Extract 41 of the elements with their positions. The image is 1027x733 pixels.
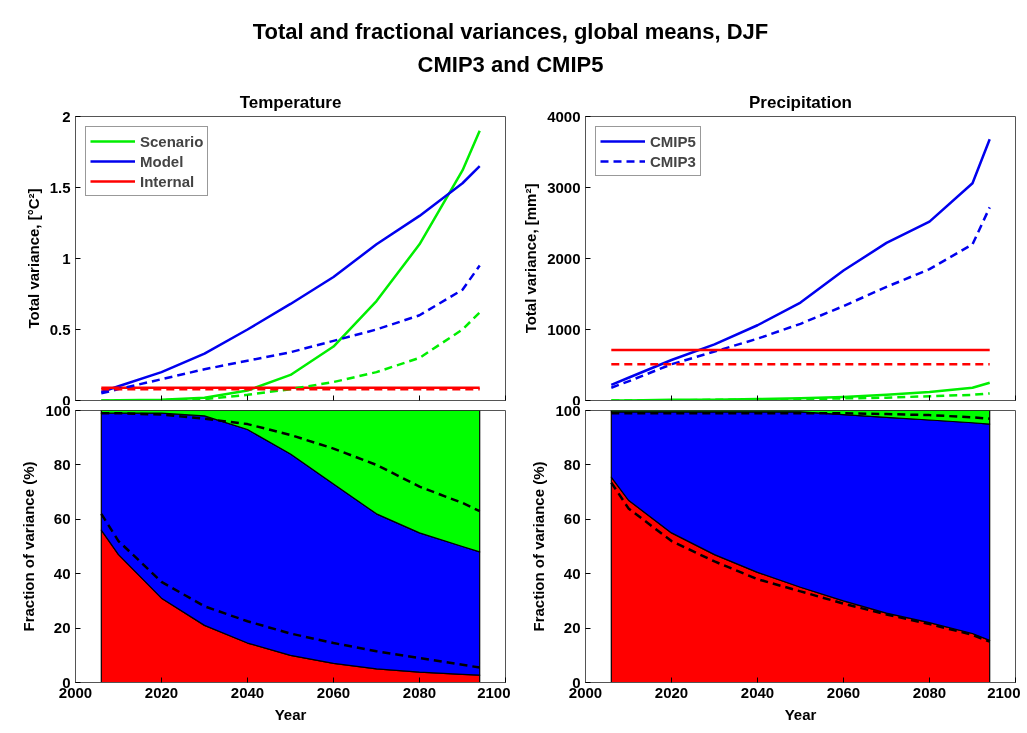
x-tick-label: 2040 — [230, 683, 265, 701]
x-axis-title: Year — [784, 705, 817, 723]
y-axis-title: Total variance, [mm²] — [522, 183, 540, 334]
y-axis-title: Fraction of variance (%) — [530, 461, 548, 632]
legend-label: Model — [140, 152, 184, 170]
y-tick-label: 20 — [563, 619, 581, 637]
x-tick-label: 2060 — [316, 683, 351, 701]
chart-title: Temperature — [239, 92, 342, 112]
y-tick-label: 0.5 — [49, 320, 71, 338]
legend-label: Scenario — [140, 132, 204, 150]
y-tick-label: 40 — [563, 564, 581, 582]
y-tick-label: 80 — [563, 455, 581, 473]
x-tick-label: 2040 — [740, 683, 775, 701]
x-axis-title: Year — [274, 705, 307, 723]
y-axis-title: Fraction of variance (%) — [20, 461, 38, 632]
x-tick-label: 2020 — [654, 683, 689, 701]
y-tick-label: 80 — [53, 455, 71, 473]
y-tick-label: 40 — [53, 564, 71, 582]
y-tick-label: 1000 — [547, 320, 581, 338]
legend-label: CMIP5 — [650, 132, 696, 150]
legend-label: CMIP3 — [650, 152, 696, 170]
y-tick-label: 1.5 — [49, 178, 71, 196]
y-tick-label: 2 — [62, 107, 71, 125]
y-tick-label: 60 — [563, 510, 581, 528]
x-tick-label: 2100 — [477, 683, 511, 701]
chart-title: Precipitation — [749, 92, 852, 112]
x-tick-label: 2080 — [912, 683, 947, 701]
y-axis-title: Total variance, [°C²] — [24, 188, 42, 329]
y-tick-label: 4000 — [547, 107, 581, 125]
legend-label: Internal — [140, 172, 195, 190]
text: CMIP3 and CMIP5 — [417, 51, 604, 77]
x-tick-label: 2060 — [826, 683, 861, 701]
text: Total and fractional variances, global means, DJF — [252, 18, 769, 44]
x-tick-label: 2020 — [144, 683, 179, 701]
y-tick-label: 2000 — [547, 249, 581, 267]
y-tick-label: 3000 — [547, 178, 581, 196]
y-tick-label: 60 — [53, 510, 71, 528]
x-tick-label: 2080 — [402, 683, 437, 701]
y-tick-label: 20 — [53, 619, 71, 637]
x-tick-label: 2100 — [987, 683, 1021, 701]
y-tick-label: 1 — [62, 249, 71, 267]
